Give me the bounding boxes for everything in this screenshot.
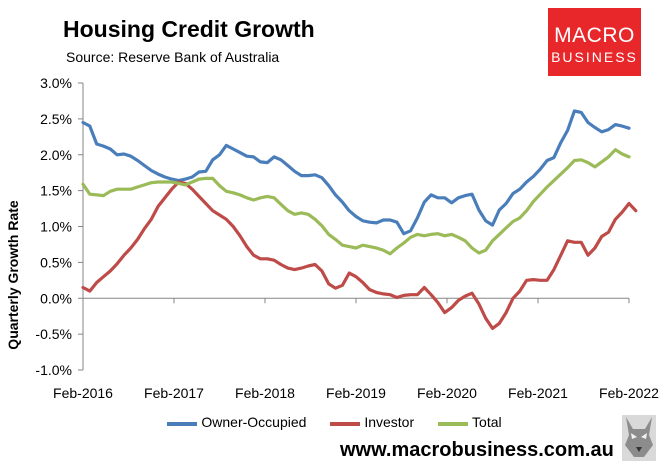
chart-subtitle: Source: Reserve Bank of Australia	[66, 49, 280, 65]
y-tick-label: 3.0%	[40, 75, 72, 91]
x-tick-label: Feb-2019	[326, 385, 386, 401]
logo-line-2: BUSINESS	[551, 49, 638, 65]
logo-line-1: MACRO	[554, 24, 635, 47]
x-tick-label: Feb-2022	[599, 385, 659, 401]
macrobusiness-logo: MACRO BUSINESS	[548, 8, 641, 76]
wolf-icon	[622, 415, 656, 461]
y-tick-label: -0.5%	[35, 326, 72, 342]
legend-item-investor: Investor	[330, 414, 414, 430]
legend-swatch-owner-occupied	[167, 421, 198, 426]
series-layer	[81, 109, 638, 330]
y-tick-label: 2.0%	[40, 147, 72, 163]
chart-title: Housing Credit Growth	[63, 16, 315, 42]
chart-legend: Owner-Occupied Investor Total	[0, 413, 669, 430]
x-tick-labels: Feb-2016 Feb-2017 Feb-2018 Feb-2019 Feb-2020…	[53, 385, 659, 401]
legend-item-total: Total	[438, 414, 502, 430]
x-tick-label: Feb-2020	[417, 385, 477, 401]
y-tick-label: 0.5%	[40, 254, 72, 270]
series-line-total	[81, 148, 631, 256]
x-tick-label: Feb-2017	[144, 385, 204, 401]
legend-label-investor: Investor	[364, 414, 415, 431]
legend-swatch-total	[438, 421, 469, 426]
axes	[78, 82, 630, 371]
line-chart: -1.0% -0.5% 0.0% 0.5% 1.0% 1.5% 2.0% 2.5% 3.0% F…	[35, 75, 659, 401]
y-tick-label: 1.5%	[40, 183, 72, 199]
legend-label-owner-occupied: Owner-Occupied	[201, 414, 307, 431]
y-tick-labels: -1.0% -0.5% 0.0% 0.5% 1.0% 1.5% 2.0% 2.5% 3.0%	[35, 75, 72, 378]
x-tick-label: Feb-2021	[508, 385, 568, 401]
y-tick-label: 1.0%	[40, 219, 72, 235]
y-tick-label: -1.0%	[35, 362, 72, 378]
legend-item-owner-occupied: Owner-Occupied	[167, 414, 306, 430]
series-line-owner-occupied	[81, 109, 631, 236]
x-tick-label: Feb-2016	[53, 385, 113, 401]
website-url: www.macrobusiness.com.au	[340, 439, 614, 461]
legend-label-total: Total	[472, 414, 502, 431]
legend-swatch-investor	[330, 421, 361, 426]
x-tick-label: Feb-2018	[235, 385, 295, 401]
y-tick-label: 0.0%	[40, 290, 72, 306]
y-tick-label: 2.5%	[40, 111, 72, 127]
series-line-investor	[81, 180, 638, 330]
